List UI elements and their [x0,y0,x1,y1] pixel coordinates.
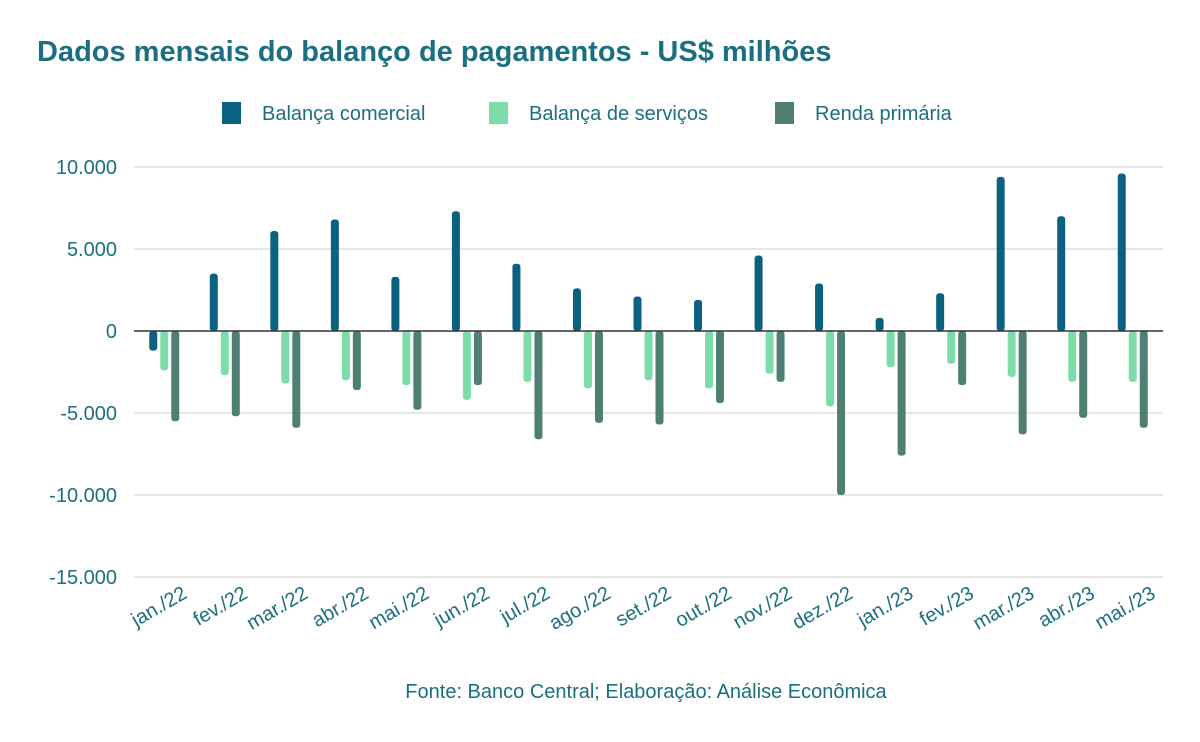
x-tick-label: abr./22 [308,582,372,632]
bar-renda-prim-ria [837,331,846,495]
bar-renda-prim-ria [352,331,361,391]
bar-balan-a-comercial [512,263,521,331]
bar-balan-a-comercial [936,293,945,331]
x-tick-label: set./22 [612,582,675,631]
bar-renda-prim-ria [1139,331,1148,428]
bar-renda-prim-ria [594,331,603,423]
legend-label: Renda primária [815,103,953,125]
bar-balan-a-comercial [209,273,218,331]
chart-title: Dados mensais do balanço de pagamentos -… [37,36,832,68]
x-tick-label: mar./23 [969,582,1038,634]
bar-renda-prim-ria [231,331,240,417]
bar-renda-prim-ria [292,331,301,428]
bar-balan-a-comercial [1117,173,1126,331]
x-tick-label: mai./23 [1091,582,1159,634]
bar-renda-prim-ria [413,331,422,410]
bar-balan-a-de-servi-os [765,331,774,374]
x-tick-label: jul./22 [496,582,554,628]
x-tick-label: jan./22 [127,582,191,632]
gridlines [134,166,1163,578]
bar-balan-a-de-servi-os [583,331,592,389]
bar-renda-prim-ria [716,331,725,404]
bar-balan-a-de-servi-os [220,331,229,376]
bar-balan-a-comercial [875,317,884,331]
x-tick-label: fev./22 [190,582,252,630]
bar-renda-prim-ria [655,331,664,425]
bar-balan-a-de-servi-os [462,331,471,400]
x-tick-label: nov./22 [730,582,797,633]
y-tick-label: 5.000 [67,239,117,261]
bar-balan-a-comercial [572,288,581,331]
bar-balan-a-comercial [694,299,703,331]
bar-renda-prim-ria [171,331,180,422]
y-tick-label: -5.000 [60,403,117,425]
legend-swatch [775,102,794,124]
bar-renda-prim-ria [1079,331,1088,418]
bar-balan-a-comercial [996,176,1005,331]
bar-balan-a-de-servi-os [1128,331,1137,382]
x-tick-label: mai./22 [365,582,433,634]
bar-balan-a-comercial [451,211,460,331]
x-tick-label: abr./23 [1035,582,1099,632]
bar-balan-a-comercial [270,230,279,331]
x-tick-label: jan./23 [853,582,917,632]
y-tick-label: -15.000 [49,567,117,589]
source-note: Fonte: Banco Central; Elaboração: Anális… [405,681,887,703]
bar-balan-a-de-servi-os [1007,331,1016,377]
bar-balan-a-comercial [1057,216,1066,331]
bar-renda-prim-ria [534,331,543,440]
y-axis-ticks: 10.000 5.000 0 -5.000 -10.000 -15.000 [49,157,117,589]
bar-renda-prim-ria [958,331,967,386]
bar-renda-prim-ria [473,331,482,386]
bar-balan-a-de-servi-os [281,331,290,384]
bar-balan-a-comercial [633,296,642,331]
bar-balan-a-de-servi-os [826,331,835,407]
bar-balan-a-de-servi-os [644,331,653,381]
bar-balan-a-comercial [330,219,339,331]
x-axis-ticks: jan./22fev./22mar./22abr./22mai./22jun./… [127,582,1159,634]
y-tick-label: 0 [106,321,117,343]
legend-swatch [222,102,241,124]
bar-balan-a-de-servi-os [705,331,714,389]
legend-label: Balança de serviços [529,103,708,125]
bar-balan-a-comercial [754,255,763,331]
bar-balan-a-de-servi-os [341,331,350,381]
bar-balan-a-de-servi-os [160,331,169,371]
legend-swatch [489,102,508,124]
bar-balan-a-de-servi-os [402,331,411,386]
bar-balan-a-comercial [391,276,400,331]
y-tick-label: 10.000 [56,157,117,179]
x-tick-label: jun./22 [430,582,494,632]
bar-renda-prim-ria [897,331,906,456]
x-tick-label: ago./22 [546,582,615,634]
bar-balan-a-de-servi-os [886,331,895,368]
legend-label: Balança comercial [262,103,425,125]
bar-balan-a-de-servi-os [947,331,956,364]
x-tick-label: fev./23 [916,582,978,630]
legend: Balança comercial Balança de serviços Rend… [222,102,953,125]
y-tick-label: -10.000 [49,485,117,507]
bars [149,173,1148,495]
bar-balan-a-comercial [149,331,158,351]
bar-balan-a-de-servi-os [523,331,532,382]
x-tick-label: dez./22 [789,582,857,634]
bar-renda-prim-ria [1018,331,1027,435]
x-tick-label: mar./22 [243,582,312,634]
x-tick-label: out./22 [672,582,736,632]
bar-balan-a-de-servi-os [1068,331,1077,382]
bar-renda-prim-ria [776,331,785,382]
bar-balan-a-comercial [815,283,824,331]
